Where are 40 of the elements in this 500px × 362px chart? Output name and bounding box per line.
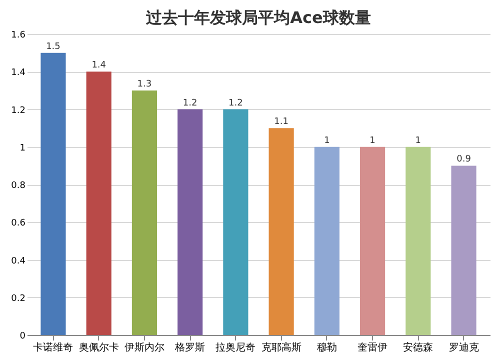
- y-tick-label: 1.2: [11, 106, 26, 116]
- data-label: 1.5: [46, 42, 60, 52]
- chart-title: 过去十年发球局平均Ace球数量: [145, 8, 371, 27]
- x-tick-label: 奥佩尔卡: [78, 342, 119, 354]
- bar: [132, 90, 158, 335]
- y-tick-label: 0.6: [11, 218, 26, 229]
- bar: [223, 109, 248, 335]
- x-tick-label: 克耶高斯: [261, 342, 302, 354]
- data-label: 1: [415, 136, 422, 146]
- y-tick-label: 1.4: [11, 68, 26, 78]
- bar: [178, 109, 203, 335]
- y-tick-label: 1: [20, 143, 26, 154]
- y-tick-label: 1.6: [11, 30, 26, 40]
- x-tick-label: 奎雷伊: [358, 342, 388, 354]
- data-label: 1.3: [137, 79, 152, 90]
- data-label: 0.9: [456, 154, 472, 165]
- x-tick-label: 穆勒: [316, 342, 337, 354]
- x-tick-label: 格罗斯: [174, 342, 206, 354]
- data-label: 1: [324, 136, 330, 146]
- y-tick-label: 0.2: [11, 294, 26, 304]
- bar: [268, 128, 294, 335]
- y-tick-label: 0.8: [11, 181, 26, 191]
- data-label: 1.4: [92, 60, 106, 71]
- x-tick-label: 伊斯内尔: [124, 342, 164, 354]
- y-tick-label: 0.4: [11, 256, 26, 266]
- x-tick-label: 安德森: [403, 342, 434, 354]
- bar: [406, 146, 431, 335]
- data-label: 1.2: [182, 98, 198, 108]
- bar: [360, 146, 386, 335]
- data-label: 1.2: [228, 98, 243, 108]
- bar: [451, 166, 476, 335]
- x-tick-label: 拉奥尼奇: [216, 342, 256, 354]
- bar: [86, 72, 112, 335]
- bar: [40, 52, 66, 335]
- x-tick-label: 罗迪克: [448, 342, 479, 354]
- data-label: 1: [370, 136, 376, 146]
- x-tick-label: 卡诺维奇: [33, 342, 74, 354]
- bar: [314, 146, 340, 335]
- y-tick-label: 0: [20, 332, 26, 342]
- data-label: 1.1: [274, 117, 288, 128]
